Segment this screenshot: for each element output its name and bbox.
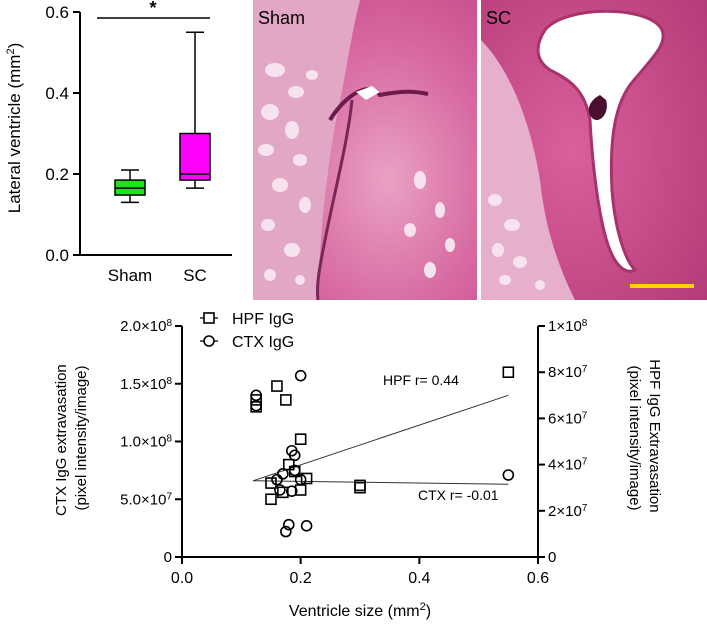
ctx-point [250,399,262,412]
scatter-left-y-tick-label: 0 [164,549,172,566]
ctx-point [271,473,283,486]
box-plot: 0.0 0.2 0.4 0.6 Sham SC * Lateral ventricle … [5,0,232,285]
scatter-x-tick-label: 0.6 [527,570,549,587]
ctx-point [300,520,313,532]
box-y-ticks: 0.0 0.2 0.4 0.6 [45,3,80,265]
sc-choroid-plexus [588,95,607,120]
sham-ventricle-lining [328,87,429,122]
scatter-left-y-label: CTX IgG extravasation (pixel intensity/i… [53,360,90,516]
box-y-tick-label: 0.4 [45,84,69,103]
legend-label: CTX IgG [232,334,294,351]
ctx-point [294,473,307,486]
scatter-right-y-label-line2: (pixel intensity/image) [626,365,643,510]
scatter-x-ticks: 0.0 0.2 0.4 0.6 [171,557,549,587]
ctx-point [280,525,292,538]
scatter-x-label-sup: 2 [420,601,426,613]
scatter-right-y-label: HPF IgG Extravasation (pixel intensity/i… [626,359,663,517]
fit-line-hpf [253,394,509,482]
box-boxes [114,31,211,204]
box-iqr [179,132,211,181]
sham-ventricle-slit [316,99,354,301]
hpf-point [354,481,366,494]
legend-label: HPF IgG [232,311,294,328]
scatter-left-y-label-line2: (pixel intensity/image) [73,365,90,510]
box-y-axis-label-text: Lateral ventricle (mm [5,55,24,214]
histology-image-sham: Sham [253,0,477,301]
sc-enlarged-ventricle [536,9,665,273]
scatter-left-y-ticks: 0 5.0×107 1.0×108 1.5×108 2.0×108 [120,318,182,566]
box-y-axis-label: Lateral ventricle (mm2) [5,43,24,214]
sham-image-label: Sham [258,8,305,28]
scatter-x-label-tail: ) [426,603,431,620]
scatter-left-y-tick-label: 1.5×108 [120,375,172,393]
ctx-point [285,485,298,497]
scatter-right-y-tick-label: 1×108 [548,318,588,336]
scatter-right-y-ticks: 0 2×107 4×107 6×107 8×107 1×108 [538,318,588,566]
box-y-tick-label: 0.0 [45,246,69,265]
hpf-point [277,486,289,499]
scatter-points [250,366,515,538]
hpf-point [294,433,307,445]
scatter-x-label: Ventricle size (mm2) [289,601,431,620]
box-y-tick-label: 0.6 [45,3,69,22]
box-category-label: Sham [108,266,152,285]
ctx-point [274,484,286,496]
hpf-point [282,458,295,471]
box-category-label: SC [183,266,207,285]
hpf-point [271,380,283,392]
fit-label-hpf: HPF r= 0.44 [383,372,459,388]
hpf-point [265,493,277,506]
ctx-point [502,469,515,481]
scatter-left-y-tick-label: 2.0×108 [120,318,172,336]
hpf-point [502,366,515,379]
ctx-point [288,449,301,462]
scatter-right-y-tick-label: 4×107 [548,456,588,474]
legend-square-marker [203,312,215,324]
sham-ventricle-lumen [356,86,380,100]
box-sham [114,169,146,204]
scatter-right-y-tick-label: 2×107 [548,502,588,520]
legend-item-ctx-igg: CTX IgG [200,334,294,351]
sc-fiber-bundles [488,194,545,290]
scatter-x-label-text: Ventricle size (mm [289,603,420,620]
ctx-point [288,464,301,477]
scatter-left-y-label-line1: CTX IgG extravasation [53,364,70,516]
box-y-axis-label-tail: ) [5,43,24,49]
scatter-x-tick-label: 0.2 [290,570,312,587]
sc-image-label: SC [486,8,511,28]
hpf-point [280,394,292,406]
scatter-left-y-tick-label: 1.0×108 [120,433,172,451]
scatter-legend: HPF IgG CTX IgG [200,311,294,351]
scatter-x-tick-label: 0.4 [408,570,430,587]
scatter-right-y-label-line1: HPF IgG Extravasation [646,359,663,512]
fit-label-ctx: CTX r= -0.01 [418,487,499,503]
legend-circle-marker [203,335,215,347]
sc-white-matter [481,40,575,300]
ctx-point [282,518,295,531]
sham-fiber-bundles [258,63,455,285]
ctx-point [277,468,289,480]
scatter-right-y-tick-label: 6×107 [548,410,588,428]
scatter-right-y-tick-label: 0 [548,549,556,566]
scatter-fit-lines: HPF r= 0.44 CTX r= -0.01 [253,372,509,503]
scatter-left-y-tick-label: 5.0×107 [120,491,172,509]
scatter-x-tick-label: 0.0 [171,570,193,587]
hpf-point [250,394,262,406]
legend-item-hpf-igg: HPF IgG [200,311,294,328]
scale-bar [630,284,694,288]
significance-star: * [149,0,156,18]
box-sc [179,31,211,189]
fit-line-ctx [253,480,509,485]
scatter-right-y-tick-label: 8×107 [548,364,588,382]
box-category-labels: Sham SC [108,266,207,285]
hpf-point [300,472,313,485]
hpf-point [265,477,277,489]
box-y-axis-label-sup: 2 [5,48,17,54]
scatter-plot: 0 5.0×107 1.0×108 1.5×108 2.0×108 0 2×107 4×10… [53,311,663,620]
histology-image-sc: SC [481,0,707,300]
ctx-point [294,369,307,382]
box-y-tick-label: 0.2 [45,165,69,184]
